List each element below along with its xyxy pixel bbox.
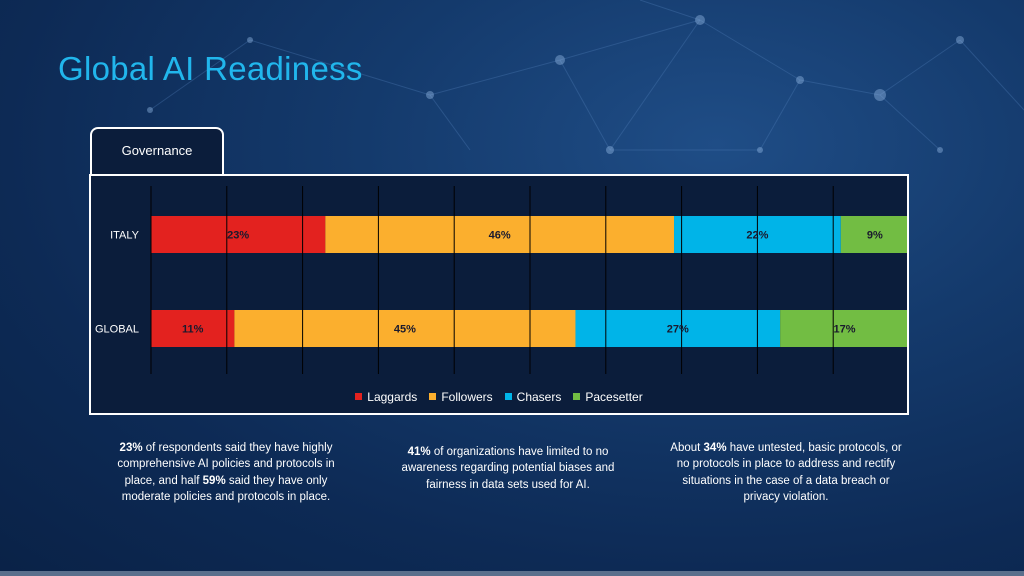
caption-highlight: 41% [407, 446, 431, 458]
gridlines [150, 186, 834, 374]
data-label: 22% [746, 230, 768, 242]
legend-item-followers: Followers [429, 390, 493, 404]
bar-laggards [151, 216, 326, 253]
tab-governance[interactable]: Governance [90, 127, 224, 175]
legend-label: Laggards [367, 390, 418, 404]
bottom-bar [0, 571, 1024, 576]
data-label: 45% [394, 324, 416, 336]
data-labels: 23% 46% 22% 9% 11% 45% 27% 17% [182, 230, 883, 336]
stacked-bar-chart: 23% 46% 22% 9% 11% 45% 27% 17% ITALY GLOBAL [95, 186, 907, 374]
legend-item-chasers: Chasers [504, 390, 562, 404]
bar-chasers [575, 310, 781, 347]
data-label: 17% [834, 324, 856, 336]
category-labels: ITALY GLOBAL [95, 230, 140, 336]
caption-text: of organizations have limited to no awar… [401, 446, 615, 491]
caption-left: 23% of respondents said they have highly… [108, 440, 344, 505]
category-label: ITALY [110, 230, 140, 242]
caption-highlight: 59% [202, 474, 226, 487]
data-label: 11% [182, 324, 204, 336]
legend-label: Chasers [516, 390, 562, 404]
caption-text: About [670, 442, 704, 454]
caption-text: said they have only moderate policies an… [121, 474, 331, 503]
bars [151, 216, 907, 347]
legend-swatch [573, 393, 581, 401]
data-label: 23% [227, 230, 249, 242]
legend-swatch [355, 393, 363, 401]
legend-swatch [429, 393, 437, 401]
legend-label: Followers [441, 390, 493, 404]
caption-highlight: 34% [703, 442, 727, 454]
bar-followers [234, 310, 576, 347]
legend-label: Pacesetter [585, 390, 643, 404]
legend-swatch [504, 393, 512, 401]
page-title: Global AI Readiness [58, 50, 363, 87]
bar-pacesetter [780, 310, 907, 347]
chart-panel: 23% 46% 22% 9% 11% 45% 27% 17% ITALY GLOBAL Lagga… [89, 174, 909, 415]
data-label: 27% [667, 324, 689, 336]
category-label: GLOBAL [95, 324, 139, 336]
chart-legend: Laggards Followers Chasers Pacesetter [91, 390, 907, 404]
data-label: 9% [867, 230, 883, 242]
bar-followers [325, 216, 675, 253]
caption-highlight: 23% [119, 442, 143, 454]
bar-laggards [151, 310, 235, 347]
legend-item-laggards: Laggards [355, 390, 417, 404]
caption-right: About 34% have untested, basic protocols… [668, 440, 904, 505]
caption-middle: 41% of organizations have limited to no … [392, 444, 624, 493]
caption-text: have untested, basic protocols, or no pr… [676, 442, 902, 503]
data-label: 46% [489, 230, 511, 242]
bar-pacesetter [840, 216, 907, 253]
legend-item-pacesetter: Pacesetter [573, 390, 643, 404]
caption-text: of respondents said they have highly com… [117, 442, 335, 487]
